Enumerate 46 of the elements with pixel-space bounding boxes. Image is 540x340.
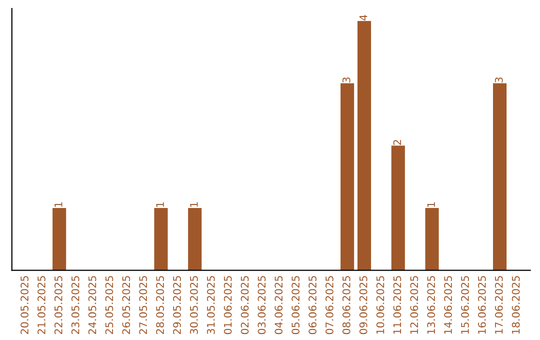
- x-tick-label: 22.05.2025: [54, 276, 62, 334]
- x-tick-label: 29.05.2025: [173, 276, 181, 334]
- data-label: 3: [494, 78, 503, 83]
- x-tick-label: 20.05.2025: [20, 276, 28, 334]
- bar: [493, 83, 507, 270]
- bar: [154, 208, 168, 270]
- x-tick-label: 03.06.2025: [258, 276, 266, 334]
- x-tick-label: 12.06.2025: [410, 276, 418, 334]
- x-tick-label: 25.05.2025: [105, 276, 114, 334]
- x-tick-label: 21.05.2025: [38, 276, 46, 334]
- x-tick-label: 11.06.2025: [393, 276, 402, 334]
- data-label: 2: [393, 140, 402, 145]
- x-tick-label: 14.06.2025: [444, 276, 452, 334]
- data-label: 1: [156, 202, 164, 207]
- bar: [52, 208, 66, 270]
- bar: [357, 20, 372, 270]
- bar: [188, 208, 202, 270]
- x-tick-label: 01.06.2025: [224, 276, 232, 334]
- x-tick-label: 18.06.2025: [512, 276, 520, 334]
- x-tick-label: 16.06.2025: [478, 276, 486, 334]
- x-tick-label: 17.06.2025: [494, 276, 503, 334]
- data-label: 1: [54, 202, 62, 207]
- data-label: 1: [190, 202, 198, 207]
- data-label: 3: [342, 78, 350, 83]
- x-tick-label: 24.05.2025: [88, 276, 96, 334]
- x-tick-label: 15.06.2025: [461, 276, 469, 334]
- x-tick-label: 26.05.2025: [122, 276, 130, 334]
- x-tick-label: 06.06.2025: [308, 276, 316, 334]
- x-tick-label: 31.05.2025: [206, 276, 215, 334]
- x-tick-label: 05.06.2025: [292, 276, 300, 334]
- x-tick-label: 02.06.2025: [240, 276, 249, 334]
- x-tick-label: 08.06.2025: [342, 276, 350, 334]
- data-label: 4: [360, 14, 368, 20]
- x-tick-label: 13.06.2025: [427, 276, 436, 334]
- x-tick-label: 28.05.2025: [156, 276, 164, 334]
- x-tick-label: 23.05.2025: [71, 276, 80, 334]
- x-tick-label: 09.06.2025: [359, 276, 368, 334]
- x-tick-label: 30.05.2025: [190, 276, 198, 334]
- bar: [391, 146, 405, 270]
- x-tick-label: 10.06.2025: [376, 276, 384, 334]
- data-label: 1: [427, 202, 435, 207]
- bar: [340, 83, 354, 270]
- bar: [425, 208, 439, 270]
- x-tick-label: 04.06.2025: [274, 276, 283, 334]
- x-tick-label: 27.05.2025: [139, 276, 148, 334]
- x-tick-label: 07.06.2025: [326, 276, 334, 334]
